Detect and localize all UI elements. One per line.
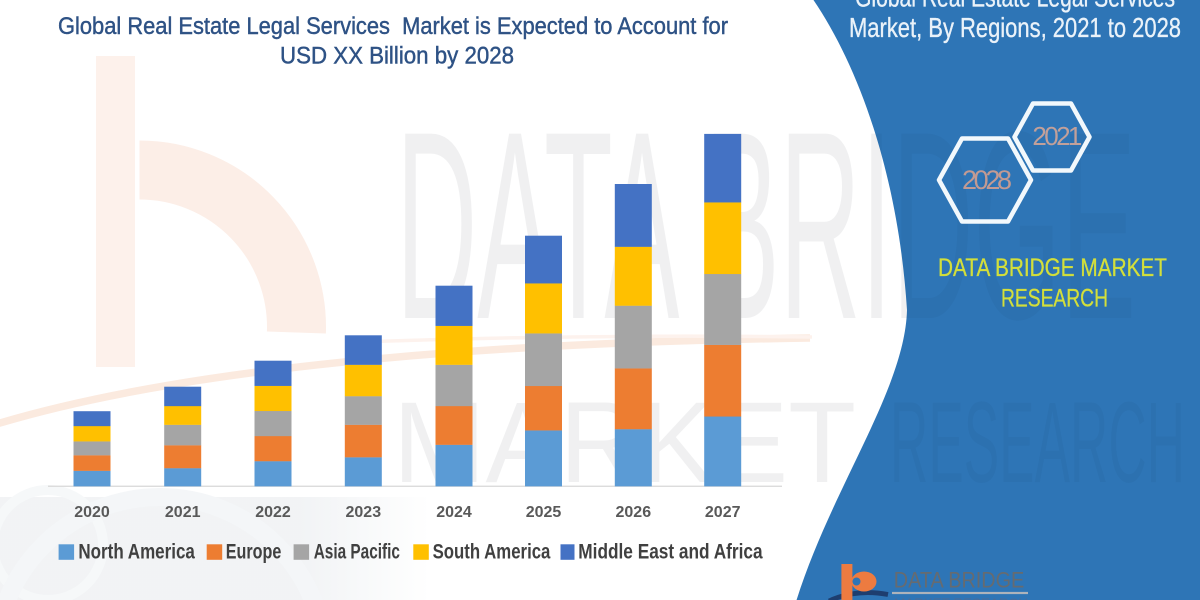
svg-text:2023: 2023 bbox=[346, 504, 382, 521]
svg-text:Asia Pacific: Asia Pacific bbox=[314, 541, 401, 564]
svg-text:2022: 2022 bbox=[255, 504, 291, 521]
svg-text:Global Real Estate Legal Servi: Global Real Estate Legal Services Market… bbox=[58, 13, 728, 40]
svg-text:Market, By Regions, 2021 to 20: Market, By Regions, 2021 to 2028 bbox=[849, 12, 1181, 43]
svg-text:USD XX Billion by 2028: USD XX Billion by 2028 bbox=[280, 42, 514, 69]
svg-text:2028: 2028 bbox=[962, 165, 1012, 195]
svg-text:DATA BRIDGE: DATA BRIDGE bbox=[894, 567, 1025, 592]
svg-text:2021: 2021 bbox=[1032, 121, 1082, 151]
svg-text:2027: 2027 bbox=[705, 504, 741, 521]
svg-text:RESEARCH: RESEARCH bbox=[1001, 285, 1108, 313]
svg-text:DATA BRIDGE MARKET: DATA BRIDGE MARKET bbox=[938, 254, 1167, 282]
svg-text:2021: 2021 bbox=[165, 504, 201, 521]
svg-text:Europe: Europe bbox=[226, 541, 281, 564]
svg-text:2025: 2025 bbox=[526, 504, 562, 521]
svg-text:South America: South America bbox=[433, 541, 551, 564]
svg-text:Global Real Estate Legal Servi: Global Real Estate Legal Services bbox=[855, 0, 1175, 12]
svg-text:2026: 2026 bbox=[616, 504, 652, 521]
svg-text:2024: 2024 bbox=[436, 504, 472, 521]
svg-text:2020: 2020 bbox=[74, 504, 110, 521]
svg-text:Middle East and Africa: Middle East and Africa bbox=[578, 541, 763, 564]
svg-text:RESEARCH: RESEARCH bbox=[890, 379, 1185, 507]
svg-text:MARKET RESEARCH: MARKET RESEARCH bbox=[894, 596, 1028, 600]
svg-text:North America: North America bbox=[78, 541, 195, 564]
